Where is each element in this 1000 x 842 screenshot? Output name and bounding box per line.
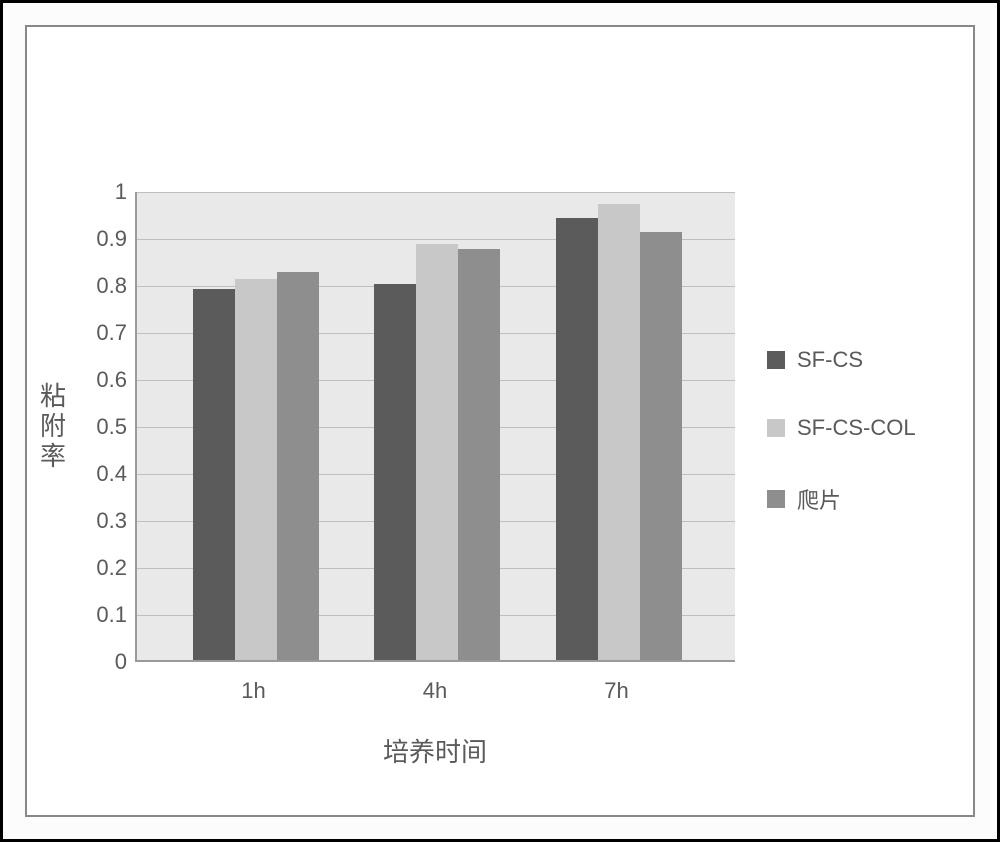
x-category-label: 7h — [604, 678, 628, 704]
y-tick-label: 0.2 — [67, 555, 127, 581]
x-category-labels: 1h 4h 7h — [135, 672, 735, 712]
chart-outer-frame: 0 0.1 0.2 0.3 0.4 0.5 0.6 0.7 0.8 0.9 1 粘附率 1h 4h 7h… — [0, 0, 1000, 842]
bar — [193, 289, 235, 660]
y-tick-label: 0.3 — [67, 508, 127, 534]
bar — [640, 232, 682, 660]
legend-label: SF-CS-COL — [797, 415, 916, 441]
bar — [458, 249, 500, 660]
chart-inner-frame: 0 0.1 0.2 0.3 0.4 0.5 0.6 0.7 0.8 0.9 1 粘附率 1h 4h 7h… — [25, 25, 975, 817]
y-tick-label: 0.5 — [67, 414, 127, 440]
legend: SF-CS SF-CS-COL 爬片 — [767, 347, 967, 557]
y-tick-label: 0 — [67, 649, 127, 675]
y-tick-label: 0.7 — [67, 320, 127, 346]
y-axis-label-container: 粘附率 — [35, 192, 69, 662]
y-tick-label: 0.9 — [67, 226, 127, 252]
legend-item: SF-CS-COL — [767, 415, 967, 441]
plot-area — [135, 192, 735, 662]
legend-swatch — [767, 419, 785, 437]
legend-item: 爬片 — [767, 483, 967, 515]
y-axis-label: 粘附率 — [34, 382, 71, 472]
y-tick-label: 0.6 — [67, 367, 127, 393]
y-tick-label: 0.8 — [67, 273, 127, 299]
bar — [598, 204, 640, 660]
x-category-label: 1h — [241, 678, 265, 704]
y-tick-label: 1 — [67, 179, 127, 205]
legend-swatch — [767, 490, 785, 508]
bar — [374, 284, 416, 660]
legend-label: SF-CS — [797, 347, 863, 373]
bar — [277, 272, 319, 660]
x-category-label: 4h — [423, 678, 447, 704]
legend-item: SF-CS — [767, 347, 967, 373]
y-tick-label: 0.4 — [67, 461, 127, 487]
legend-swatch — [767, 351, 785, 369]
bar — [416, 244, 458, 660]
y-tick-label: 0.1 — [67, 602, 127, 628]
x-axis-label: 培养时间 — [135, 732, 735, 769]
gridline — [137, 192, 735, 193]
bar — [556, 218, 598, 660]
legend-label: 爬片 — [797, 483, 841, 515]
bar — [235, 279, 277, 660]
